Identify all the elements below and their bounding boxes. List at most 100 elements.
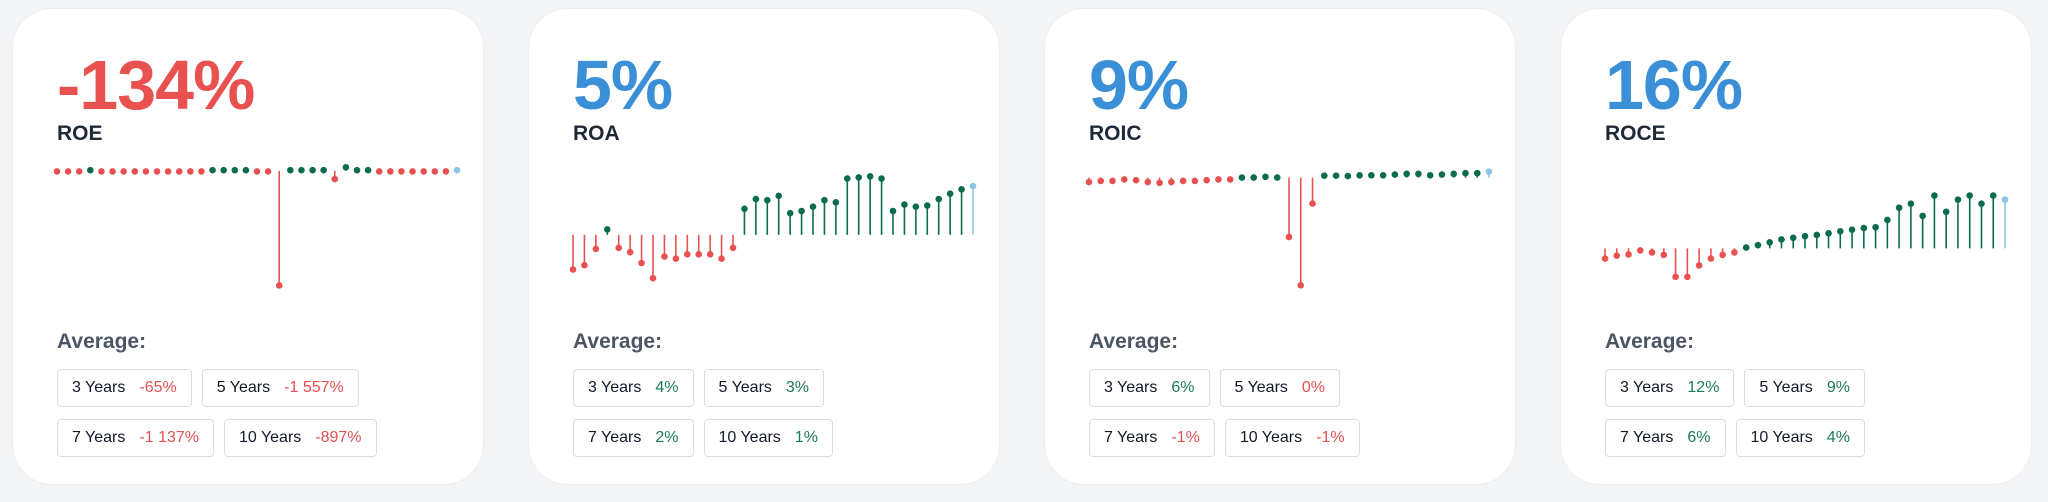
spark-point [1191,177,1199,185]
spark-point [64,168,72,175]
avg-period: 10 Years [718,429,781,446]
avg-period: 7 Years [72,429,126,446]
spark-point [387,168,394,175]
spark-point [1672,273,1679,281]
metric-value: 16% [1605,46,1743,124]
spark-point [1813,231,1821,239]
avg-value: 4% [1826,429,1850,446]
avg-value: -1% [1171,429,1200,446]
avg-value: -1% [1316,429,1345,446]
avg-period: 5 Years [1234,379,1288,396]
spark-point [1731,249,1738,256]
spark-point [946,190,954,197]
spark-point [187,168,194,175]
spark-point [923,202,931,209]
spark-point [695,251,703,258]
spark-point [706,251,714,258]
spark-point [786,209,794,217]
avg-period: 5 Years [216,379,271,396]
avg-period: 7 Years [1620,429,1674,446]
avg-period: 5 Years [718,379,772,396]
spark-point [1860,224,1868,232]
spark-point [1801,232,1809,240]
spark-point [821,196,828,204]
avg-value: 6% [1171,379,1195,396]
spark-point [866,173,874,180]
avg-chip-10y: 10 Years 1% [703,419,833,457]
spark-point [331,175,339,183]
avg-value: -1 137% [139,429,199,446]
spark-point [275,282,283,289]
spark-point [1966,192,1974,199]
avg-chip-3y: 3 Years 4% [573,369,694,407]
spark-point [1684,273,1691,281]
spark-point [231,166,239,174]
spark-point [729,244,737,252]
avg-chip-7y: 7 Years -1% [1089,419,1215,457]
spark-point [935,195,943,203]
spark-point [309,166,316,174]
spark-point [1273,174,1281,181]
spark-point [353,166,361,174]
avg-value: 0% [1301,379,1326,396]
spark-point [298,166,305,174]
spark-point [1766,238,1774,246]
spark-point [153,168,161,175]
spark-point [131,168,139,175]
spark-point [763,196,771,204]
avg-period: 3 Years [72,379,126,396]
spark-point [1250,174,1258,181]
spark-point [581,261,588,269]
avg-value: 1% [794,429,818,446]
spark-point [1613,252,1621,259]
spark-point [1085,178,1093,186]
metric-value: 5% [573,46,673,124]
spark-point [809,203,817,210]
spark-point [569,266,577,273]
average-chips: 3 Years 6% 5 Years 0% 7 Years -1% 10 Years -… [1089,369,1499,469]
spark-point [592,245,600,253]
spark-point [878,175,885,182]
avg-period: 7 Years [588,429,642,446]
spark-point [1344,172,1352,180]
spark-point [718,255,725,262]
spark-point [98,168,105,175]
metric-sparkline [1085,168,1493,289]
spark-point [1919,212,1926,220]
avg-value: -65% [139,379,177,396]
spark-point [1836,228,1844,235]
spark-point [1297,281,1305,289]
spark-point [1368,172,1375,179]
avg-value: -1 557% [284,379,344,396]
metric-value: -134% [57,46,255,124]
spark-point [1097,177,1105,185]
spark-point [1485,168,1493,175]
spark-point [1931,192,1938,199]
metric-sparkline [1601,192,2009,281]
spark-point [741,205,748,213]
spark-point [1601,255,1609,262]
metric-label: ROIC [1089,122,1142,145]
metric-label: ROA [573,122,620,145]
spark-point [1426,172,1434,179]
spark-point [1226,176,1234,183]
avg-period: 3 Years [588,379,642,396]
spark-point [198,168,205,175]
metric-sparkline [569,173,977,282]
avg-chip-7y: 7 Years -1 137% [57,419,214,457]
spark-point [1884,216,1891,224]
roce-card: 16% ROCE Average: 3 Years 12% 5 Years 9% 7… [1560,8,2032,485]
avg-period: 5 Years [1759,379,1813,396]
roic-card: 9% ROIC Average: 3 Years 6% 5 Years 0% 7 Y… [1044,8,1516,485]
spark-point [1168,178,1175,186]
average-chips: 3 Years -65% 5 Years -1 557% 7 Years -1 137… [57,369,467,469]
spark-point [1742,244,1750,251]
spark-point [120,168,127,175]
spark-point [843,175,851,182]
spark-point [1989,192,1997,199]
avg-chip-10y: 10 Years -1% [1224,419,1360,457]
spark-point [832,199,840,206]
spark-point [253,168,261,175]
spark-point [1625,251,1632,258]
avg-period: 10 Years [1239,429,1303,446]
